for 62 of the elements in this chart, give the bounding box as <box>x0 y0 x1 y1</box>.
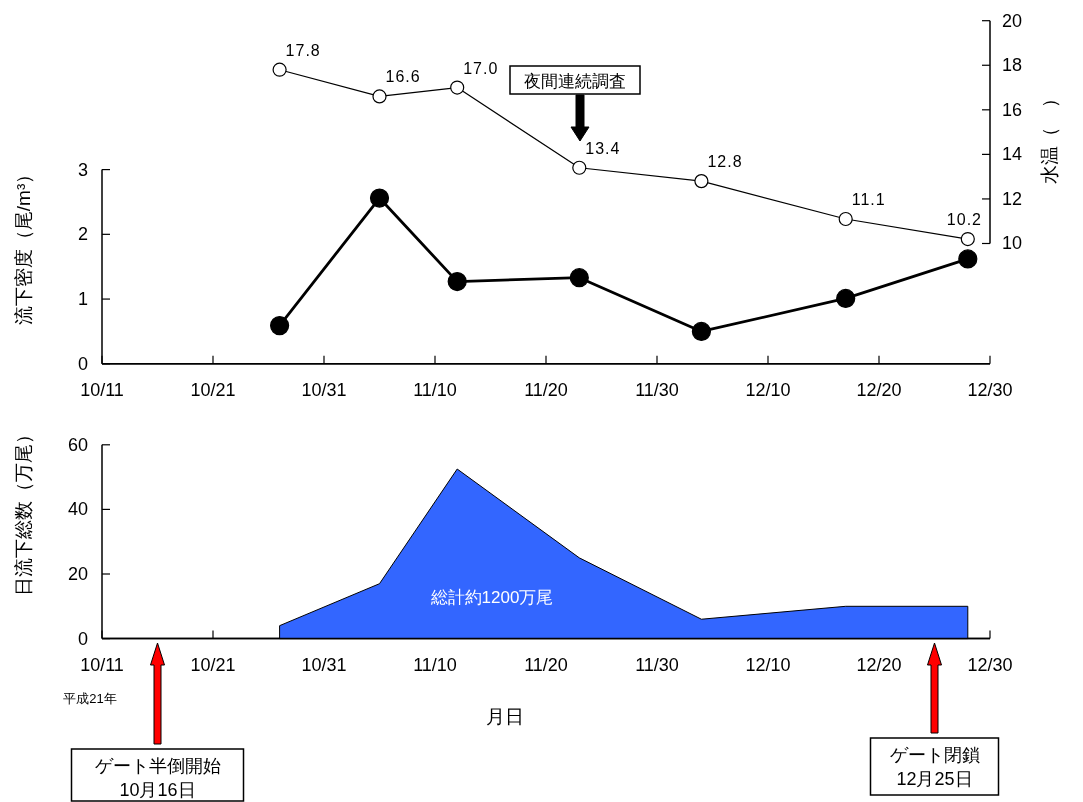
data-label: 12.8 <box>707 153 743 171</box>
y-axis-title: 流下密度（尾/m³） <box>13 164 34 326</box>
data-label: 17.0 <box>463 59 499 77</box>
point <box>450 80 465 95</box>
point <box>838 211 853 227</box>
x-tick-label: 11/20 <box>524 655 568 675</box>
point <box>836 288 856 309</box>
x-tick-label: 10/11 <box>80 380 124 400</box>
x-tick-label: 10/31 <box>301 655 347 675</box>
x-axis-title: 月日 <box>486 706 524 727</box>
x-tick-label: 11/30 <box>635 655 679 675</box>
point <box>369 188 390 208</box>
y2-tick-label: 20 <box>1002 10 1023 31</box>
point <box>447 271 467 292</box>
point <box>372 89 387 104</box>
y-tick-label: 0 <box>77 353 88 374</box>
x-tick-label: 12/10 <box>745 655 791 675</box>
x-tick-label: 10/11 <box>80 655 124 675</box>
y2-tick-label: 14 <box>1002 144 1023 165</box>
x-tick-label: 10/31 <box>301 380 347 400</box>
x-tick-label: 12/10 <box>745 380 791 400</box>
x-tick-label: 11/30 <box>635 380 679 400</box>
y2-axis-title: 水温（ ） <box>1039 88 1060 184</box>
point <box>572 160 587 175</box>
point <box>691 321 711 342</box>
x-tick-label: 10/21 <box>190 380 236 400</box>
y-tick-label: 0 <box>77 628 88 649</box>
y-tick-label: 60 <box>67 434 88 455</box>
point <box>270 316 290 336</box>
data-label: 10.2 <box>946 211 982 229</box>
x-tick-label: 12/30 <box>967 380 1013 400</box>
point <box>958 249 978 269</box>
x-tick-label: 11/20 <box>524 380 568 400</box>
y-axis-title: 日流下総数（万尾） <box>13 424 34 596</box>
y-tick-label: 2 <box>77 224 88 245</box>
text: 平成21年 <box>63 691 117 706</box>
y-tick-label: 40 <box>67 499 88 520</box>
y-tick-label: 3 <box>77 159 88 180</box>
point <box>272 62 287 77</box>
ref-line-label: ゲート閉鎖 12月25日 <box>889 745 980 789</box>
data-label: 17.8 <box>285 41 321 59</box>
point <box>694 174 709 189</box>
annotation: 夜間連続調査 <box>524 72 626 91</box>
y2-tick-label: 16 <box>1002 99 1023 120</box>
x-tick-label: 11/10 <box>413 380 457 400</box>
y2-tick-label: 10 <box>1002 233 1023 254</box>
x-tick-label: 11/10 <box>413 655 457 675</box>
y2-tick-label: 12 <box>1002 188 1023 209</box>
data-label: 16.6 <box>385 68 421 86</box>
y-tick-label: 20 <box>67 564 88 584</box>
data-label: 13.4 <box>585 139 621 157</box>
ref-line-label: ゲート半倒開始 10月16日 <box>94 756 221 800</box>
data-label: 11.1 <box>851 190 886 208</box>
y-tick-label: 1 <box>77 289 88 310</box>
y2-tick-label: 18 <box>1002 55 1023 76</box>
x-tick-label: 10/21 <box>190 655 236 675</box>
point <box>960 231 975 247</box>
point <box>569 268 589 288</box>
x-tick-label: 12/30 <box>967 655 1013 675</box>
x-tick-label: 12/20 <box>856 655 902 675</box>
annotation: 総計約1200万尾 <box>429 588 554 607</box>
x-tick-label: 12/20 <box>856 380 902 400</box>
